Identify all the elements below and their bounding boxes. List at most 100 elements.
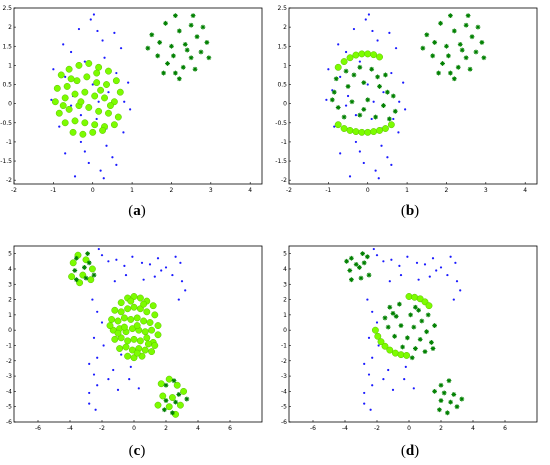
data-point-dot — [97, 247, 100, 251]
data-point-dot — [459, 289, 462, 292]
y-tick-label: 0 — [283, 101, 287, 108]
data-point-circle — [133, 314, 141, 322]
data-point-star — [390, 93, 396, 99]
data-point-dot — [344, 50, 348, 54]
data-point-dot — [390, 163, 393, 166]
caption-d-close: ) — [414, 443, 420, 459]
data-point-circle — [173, 381, 181, 389]
data-point-star — [398, 323, 404, 328]
data-point-circle — [103, 81, 110, 88]
data-point-star — [392, 333, 397, 339]
data-point-star — [347, 268, 353, 273]
y-tick-label: 1 — [8, 62, 12, 69]
data-point-star — [463, 22, 469, 28]
data-point-star — [438, 20, 443, 26]
data-point-star — [198, 49, 204, 55]
x-tick-label: 2 — [439, 425, 443, 432]
x-tick-label: -1 — [325, 187, 331, 194]
data-point-star — [82, 265, 87, 270]
data-point-circle — [71, 117, 79, 125]
data-point-star — [190, 13, 196, 19]
data-point-circle — [425, 302, 433, 310]
data-point-star — [463, 55, 469, 61]
scatter-plot-c: -6 -4 -2 0 2 4 6 -6 -5 -4 -3 -2 -1 0 1 2 3 4 5 — [6, 245, 263, 432]
data-point-circle — [128, 325, 136, 333]
data-point-dot — [92, 13, 96, 16]
data-point-star — [351, 72, 357, 78]
data-point-dot — [148, 263, 152, 266]
data-point-star — [392, 108, 398, 114]
data-point-star — [333, 76, 339, 82]
data-point-star — [387, 304, 393, 310]
data-point-circle — [57, 71, 65, 79]
data-point-circle — [114, 113, 122, 121]
data-point-dot — [367, 336, 371, 339]
data-point-star — [479, 40, 485, 45]
data-point-star — [170, 410, 175, 416]
data-point-dot — [64, 75, 67, 78]
data-point-dot — [83, 60, 86, 63]
data-point-star — [424, 32, 430, 38]
data-point-dot — [362, 161, 365, 165]
data-point-circle — [136, 337, 144, 345]
data-point-star — [430, 53, 436, 59]
y-tick-label: -1 — [281, 139, 287, 146]
data-point-star — [184, 47, 190, 53]
data-point-dot — [99, 169, 102, 172]
y-tick-label: 1 — [283, 62, 287, 69]
data-point-star — [85, 251, 90, 257]
data-point-dot — [102, 344, 105, 347]
data-point-dot — [371, 384, 374, 387]
data-point-dot — [404, 108, 407, 111]
data-point-star — [91, 272, 97, 278]
y-tick-label: -2 — [281, 177, 287, 184]
data-point-dot — [452, 298, 455, 301]
data-point-dot — [112, 368, 115, 372]
data-point-circle — [141, 346, 149, 354]
data-point-star — [409, 355, 415, 361]
data-point-circle — [99, 126, 107, 134]
data-point-circle — [340, 58, 348, 66]
data-point-dot — [95, 117, 98, 121]
data-point-circle — [133, 349, 141, 357]
y-tick-label: -3 — [281, 373, 287, 380]
data-point-dot — [107, 260, 110, 263]
data-point-dot — [390, 258, 393, 261]
data-point-circle — [85, 60, 93, 67]
data-point-dot — [391, 388, 395, 391]
data-point-star — [455, 64, 461, 70]
data-point-star — [360, 251, 365, 257]
data-point-star — [176, 28, 182, 34]
y-tick-label: -1 — [6, 342, 12, 349]
data-point-dot — [435, 269, 438, 272]
data-point-dot — [371, 310, 374, 313]
data-point-star — [345, 84, 351, 89]
data-point-circle — [53, 84, 61, 92]
data-point-star — [440, 61, 445, 66]
data-point-star — [161, 70, 166, 76]
data-point-circle — [165, 375, 173, 383]
data-point-dot — [371, 356, 374, 359]
data-point-dot — [164, 266, 168, 269]
data-point-dot — [105, 144, 108, 147]
x-tick-label: -2 — [374, 425, 380, 432]
data-point-circle — [91, 121, 99, 129]
y-tick-label: -2 — [6, 177, 12, 184]
data-point-star — [446, 53, 451, 59]
data-point-star — [331, 89, 337, 95]
x-tick-label: 2 — [445, 187, 449, 194]
data-point-dot — [153, 275, 156, 278]
data-point-star — [72, 268, 78, 273]
x-tick-label: 0 — [132, 425, 136, 432]
data-point-circle — [88, 265, 96, 273]
data-point-dot — [179, 261, 182, 264]
x-tick-label: 1 — [130, 187, 134, 194]
data-point-circle — [83, 73, 91, 81]
data-point-star — [438, 382, 444, 388]
data-point-dot — [354, 114, 358, 117]
data-point-circle — [352, 51, 360, 59]
data-point-circle — [93, 69, 101, 77]
data-point-star — [416, 307, 421, 313]
data-point-circle — [148, 326, 156, 334]
data-point-star — [417, 336, 423, 342]
